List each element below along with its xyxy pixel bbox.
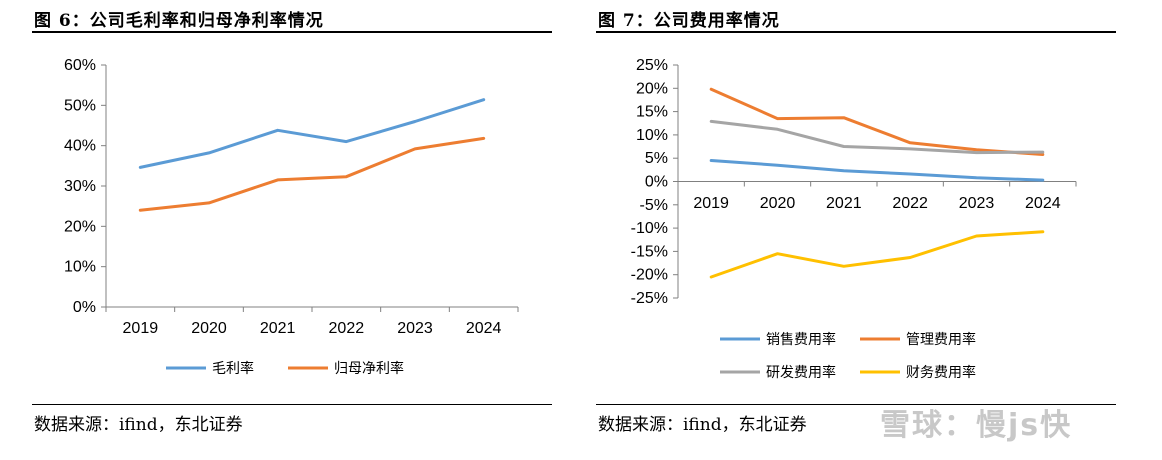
x-tick-label: 2022 bbox=[892, 195, 928, 212]
y-tick-label: 25% bbox=[636, 57, 668, 74]
x-tick-label: 2021 bbox=[260, 320, 296, 337]
y-tick-label: -20% bbox=[631, 267, 668, 284]
figure-7-bottom-rule bbox=[596, 404, 1116, 405]
x-tick-label: 2019 bbox=[123, 320, 159, 337]
y-tick-label: -15% bbox=[631, 243, 668, 260]
figure-7-source: 数据来源：ifind，东北证券 bbox=[598, 415, 807, 435]
series-line-1 bbox=[138, 98, 486, 169]
y-tick-label: 30% bbox=[64, 178, 96, 195]
y-tick-label: 20% bbox=[64, 218, 96, 235]
series-line-1 bbox=[709, 159, 1045, 182]
y-tick-label: 10% bbox=[64, 259, 96, 276]
series-line-2 bbox=[709, 87, 1045, 156]
x-tick-label: 2020 bbox=[191, 320, 227, 337]
y-tick-label: 20% bbox=[636, 80, 668, 97]
x-tick-label: 2019 bbox=[693, 195, 729, 212]
y-tick-label: 15% bbox=[636, 104, 668, 121]
series-line-2 bbox=[138, 136, 486, 212]
figure-7-panel: 图 7：公司费用率情况 -25% -20% -15% -10% -5% 0% 5% 10% 15… bbox=[596, 0, 1116, 460]
figure-7-chart: -25% -20% -15% -10% -5% 0% 5% 10% 15% 20% 25% 2019 2… bbox=[631, 57, 1077, 381]
legend-label-3: 研发费用率 bbox=[766, 364, 836, 381]
legend-label-4: 财务费用率 bbox=[906, 364, 976, 381]
figure-6-chart: 0% 10% 20% 30% 40% 50% 60% 2019 2020 2021 2022 2023… bbox=[64, 57, 519, 377]
legend-label-1: 销售费用率 bbox=[766, 331, 836, 348]
y-tick-label: -10% bbox=[631, 220, 668, 237]
x-tick-label: 2023 bbox=[397, 320, 433, 337]
legend-label-2: 管理费用率 bbox=[906, 331, 976, 348]
y-tick-label: 50% bbox=[64, 97, 96, 114]
x-tick-label: 2021 bbox=[826, 195, 862, 212]
y-tick-label: 40% bbox=[64, 138, 96, 155]
x-tick-label: 2020 bbox=[760, 195, 796, 212]
watermark: 雪球：慢js快 bbox=[880, 408, 1073, 443]
y-tick-label: 5% bbox=[645, 150, 668, 167]
y-tick-label: -25% bbox=[631, 290, 668, 307]
legend-label-2: 归母净利率 bbox=[334, 360, 404, 377]
y-tick-label: -5% bbox=[640, 197, 668, 214]
x-tick-label: 2022 bbox=[329, 320, 365, 337]
y-tick-label: 0% bbox=[73, 299, 96, 316]
y-tick-label: 0% bbox=[645, 174, 668, 191]
figure-6-panel: 图 6：公司毛利率和归母净利率情况 0% 10% 20% 30% 40% 50% 60% 20… bbox=[32, 0, 552, 460]
legend-label-1: 毛利率 bbox=[212, 360, 254, 377]
y-tick-label: 60% bbox=[64, 57, 96, 74]
figure-7-title: 图 7：公司费用率情况 bbox=[598, 11, 780, 31]
x-tick-label: 2023 bbox=[959, 195, 995, 212]
figure-6-title: 图 6：公司毛利率和归母净利率情况 bbox=[34, 11, 324, 31]
series-line-3 bbox=[709, 119, 1045, 155]
x-tick-label: 2024 bbox=[466, 320, 502, 337]
x-tick-label: 2024 bbox=[1025, 195, 1061, 212]
y-tick-label: 10% bbox=[636, 127, 668, 144]
figure-7-top-rule bbox=[596, 31, 1116, 33]
figure-6-bottom-rule bbox=[32, 404, 552, 405]
figure-6-source: 数据来源：ifind，东北证券 bbox=[34, 415, 243, 435]
series-line-4 bbox=[709, 230, 1045, 279]
figure-6-top-rule bbox=[32, 31, 552, 33]
